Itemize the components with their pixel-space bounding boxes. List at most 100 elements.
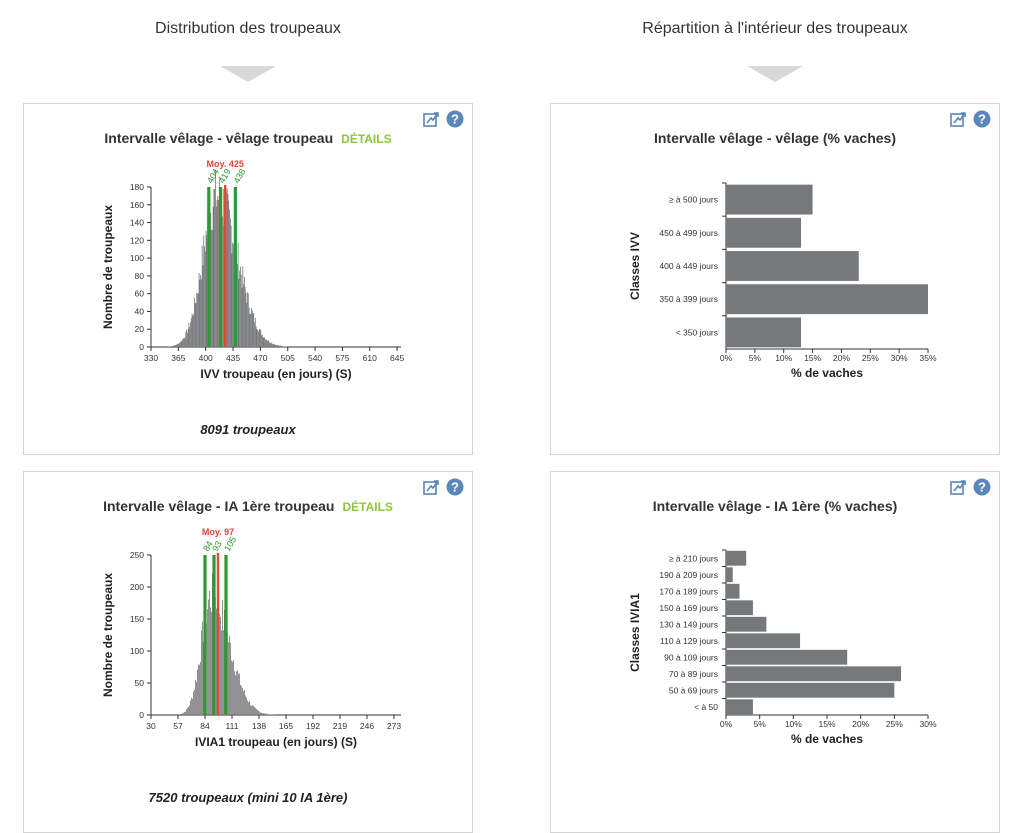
histogram-bar [253, 313, 254, 347]
class-bar [726, 683, 894, 698]
histogram-bar [237, 264, 238, 347]
histogram-bar [243, 691, 244, 715]
histogram-bar [189, 705, 190, 715]
histogram-bar [196, 303, 197, 347]
panel-title-text: Intervalle vêlage - IA 1ère troupeau [103, 498, 334, 514]
export-chart-icon[interactable] [949, 110, 967, 128]
histogram-bar [210, 213, 211, 347]
svg-text:?: ? [451, 112, 459, 127]
x-tick-label: 505 [281, 353, 295, 363]
histogram-bar [193, 692, 194, 715]
histogram-bar [231, 253, 232, 347]
histogram-bar [220, 617, 221, 715]
histogram-bar [233, 660, 234, 715]
histogram-bar [264, 714, 265, 715]
export-chart-icon[interactable] [422, 110, 440, 128]
export-chart-icon[interactable] [949, 478, 967, 496]
histogram-bar [256, 709, 257, 715]
histogram-bar [228, 201, 229, 347]
histogram-bar [182, 339, 183, 347]
histogram-bar [261, 335, 262, 347]
histogram-bar [260, 713, 261, 715]
histogram-bar [278, 345, 279, 347]
x-tick-label: 57 [173, 721, 183, 731]
quartile-line [234, 187, 237, 347]
category-label: 50 à 69 jours [669, 685, 718, 695]
histogram-bar [208, 600, 209, 715]
help-icon[interactable]: ? [973, 478, 991, 496]
histogram-bar [282, 346, 283, 347]
histogram-bar [255, 708, 256, 715]
quartile-line [219, 187, 222, 347]
histogram-bar [251, 706, 252, 715]
category-label: 70 à 89 jours [669, 669, 718, 679]
histogram-bar [250, 705, 251, 715]
help-icon[interactable]: ? [446, 110, 464, 128]
histogram-bar [193, 314, 194, 347]
histogram-bar [199, 665, 200, 715]
histogram-bar [262, 334, 263, 347]
help-icon[interactable]: ? [446, 478, 464, 496]
histogram-bar [227, 189, 228, 347]
details-link[interactable]: DÉTAILS [341, 132, 391, 146]
histogram-bar [196, 293, 197, 347]
histogram-bar [261, 713, 262, 715]
histogram-bar [264, 337, 265, 347]
svg-text:?: ? [978, 112, 986, 127]
histogram-bar [285, 346, 286, 347]
histogram-bar [198, 293, 199, 347]
histogram-bar [221, 631, 222, 715]
histogram-bar [218, 200, 219, 347]
histogram-bar [198, 664, 199, 715]
histogram-bar [202, 246, 203, 347]
y-axis-title: Nombre de troupeaux [101, 205, 115, 329]
x-tick-label: 84 [200, 721, 210, 731]
y-tick-label: 0 [139, 342, 144, 352]
histogram-bar [189, 323, 190, 347]
histogram-bar [228, 194, 229, 347]
help-icon[interactable]: ? [973, 110, 991, 128]
histogram-bar [197, 293, 198, 347]
class-bar [726, 699, 753, 714]
histogram-bar [245, 696, 246, 715]
histogram-bar [260, 329, 261, 347]
details-link[interactable]: DÉTAILS [342, 500, 392, 514]
svg-text:?: ? [978, 480, 986, 495]
x-tick-label: 25% [886, 719, 903, 729]
histogram-bar [206, 235, 207, 347]
category-label: 110 à 129 jours [660, 636, 718, 646]
histogram-bar [253, 706, 254, 715]
histogram-bar [178, 344, 179, 347]
histogram-bar [190, 700, 191, 715]
y-tick-label: 80 [135, 271, 145, 281]
category-label: < 350 jours [676, 327, 718, 337]
panel-title: Intervalle vêlage - vêlage (% vaches) [551, 130, 999, 146]
x-tick-label: 435 [226, 353, 240, 363]
x-tick-label: 20% [833, 353, 850, 363]
x-tick-label: 111 [226, 721, 239, 731]
x-tick-label: 610 [363, 353, 377, 363]
histogram-bar [211, 612, 212, 715]
histogram-bar [217, 196, 218, 347]
histogram-bar [200, 275, 201, 347]
histogram-bar [277, 345, 278, 347]
histogram-bar [281, 346, 282, 347]
histogram-bar [235, 675, 236, 715]
y-tick-label: 250 [130, 550, 144, 560]
histogram-bar [199, 273, 200, 347]
x-axis-title: % de vaches [791, 732, 863, 746]
class-bar [726, 650, 847, 665]
histogram-bar [199, 280, 200, 347]
histogram-bar [276, 345, 277, 347]
export-chart-icon[interactable] [422, 478, 440, 496]
category-label: 170 à 189 jours [659, 586, 718, 596]
quartile-line [207, 187, 210, 347]
histogram-bar [192, 699, 193, 715]
quartile-label: 93 [210, 539, 224, 553]
x-tick-label: 0% [720, 719, 733, 729]
svg-text:?: ? [451, 480, 459, 495]
panel-title: Intervalle vêlage - IA 1ère troupeau DÉTA… [24, 498, 472, 514]
histogram-bar [257, 710, 258, 715]
histogram-bar [271, 343, 272, 347]
